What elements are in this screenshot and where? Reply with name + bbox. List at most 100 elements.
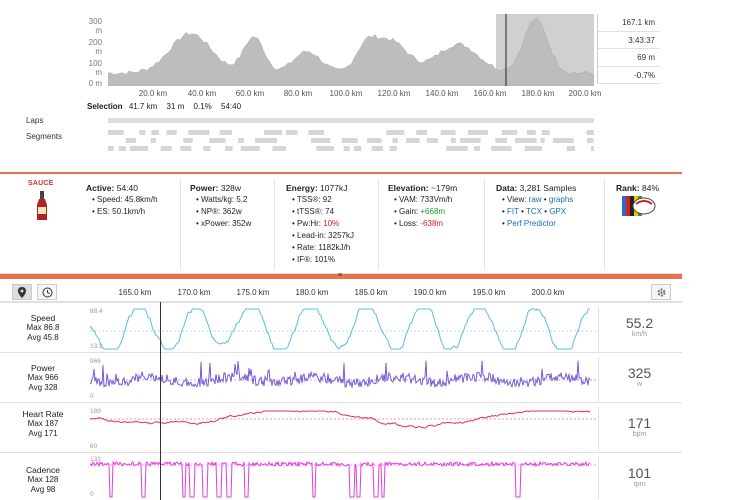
segment-bar[interactable]: [440, 130, 456, 135]
segment-bar[interactable]: [255, 138, 277, 143]
selection-gain-value: 31 m: [166, 102, 185, 111]
segment-bar[interactable]: [586, 130, 594, 135]
segment-bar[interactable]: [108, 130, 124, 135]
segment-bar[interactable]: [166, 130, 177, 135]
segment-bar[interactable]: [524, 146, 542, 151]
stream-line: [90, 308, 590, 350]
segment-bar[interactable]: [139, 130, 146, 135]
data-label: Data:: [496, 183, 518, 193]
segment-bar[interactable]: [341, 138, 358, 143]
elevation-chart[interactable]: [108, 14, 594, 86]
segment-bar[interactable]: [540, 138, 545, 143]
stream-current: 55.2 km/h: [598, 307, 680, 351]
segment-bar[interactable]: [586, 138, 594, 143]
stream-row-heart-rate[interactable]: Heart Rate Max 187 Avg 171 189 60 171 bp…: [0, 402, 682, 452]
segment-bar[interactable]: [316, 146, 334, 151]
cadence-trace[interactable]: [90, 453, 596, 500]
segment-bar[interactable]: [129, 146, 149, 151]
segment-bar[interactable]: [389, 146, 397, 151]
segment-bar[interactable]: [238, 138, 244, 143]
settings-button[interactable]: [651, 284, 671, 300]
segment-bar[interactable]: [371, 146, 383, 151]
elevation-ytick: 200 m: [88, 38, 102, 56]
segment-bar[interactable]: [446, 146, 468, 151]
elevation-column: Elevation: ~179m • VAM: 733Vm/h • Gain: …: [388, 182, 457, 230]
segment-bar[interactable]: [366, 138, 382, 143]
segment-bar[interactable]: [264, 130, 283, 135]
segment-bar[interactable]: [183, 138, 193, 143]
uci-badge-icon[interactable]: [620, 194, 656, 218]
stream-row-speed[interactable]: Speed Max 86.8 Avg 45.8 88.4 13.2 55.2 k…: [0, 302, 682, 352]
segment-bar[interactable]: [219, 130, 232, 135]
tcx-export-link[interactable]: TCX: [526, 207, 542, 216]
stream-name: Cadence: [25, 465, 61, 475]
segment-bar[interactable]: [203, 146, 211, 151]
segment-bar[interactable]: [501, 130, 518, 135]
gpx-export-link[interactable]: GPX: [549, 207, 567, 216]
segment-bar[interactable]: [151, 130, 159, 135]
map-pin-button[interactable]: [12, 284, 32, 300]
segment-bar[interactable]: [209, 138, 226, 143]
segment-bar[interactable]: [406, 138, 420, 143]
segment-bar[interactable]: [108, 146, 114, 151]
stream-row-cadence[interactable]: Cadence Max 128 Avg 98 131 0 101 rpm: [0, 452, 682, 500]
energy-leadin: • Lead-in: 3257kJ: [292, 231, 354, 240]
segment-bar[interactable]: [225, 146, 233, 151]
data-perf: • Perf Predictor: [502, 219, 556, 228]
segment-bar[interactable]: [160, 146, 172, 151]
power-trace[interactable]: [90, 353, 596, 403]
column-divider: [484, 180, 485, 270]
segment-bar[interactable]: [514, 138, 537, 143]
segment-bar[interactable]: [125, 138, 137, 143]
laps-bar[interactable]: [108, 118, 594, 123]
stream-row-power[interactable]: Power Max 966 Avg 328 966 0 325 w: [0, 352, 682, 402]
selection-time-value: 54:40: [221, 102, 242, 111]
segment-bar[interactable]: [468, 130, 488, 135]
resize-divider[interactable]: ≡: [0, 272, 682, 279]
segment-bar[interactable]: [308, 130, 324, 135]
segment-bar[interactable]: [495, 138, 507, 143]
segment-bar[interactable]: [343, 146, 350, 151]
segment-bar[interactable]: [353, 146, 362, 151]
stream-max: Max 86.8: [26, 323, 60, 332]
segment-bar[interactable]: [566, 146, 576, 151]
segment-bar[interactable]: [188, 130, 210, 135]
segment-bar[interactable]: [272, 146, 287, 151]
segment-bar[interactable]: [386, 130, 405, 135]
fit-export-link[interactable]: FIT: [507, 207, 519, 216]
segment-bar[interactable]: [553, 138, 574, 143]
segment-bar[interactable]: [491, 146, 512, 151]
elevation-xtick: 60.0 km: [235, 89, 265, 98]
segment-bar[interactable]: [541, 130, 550, 135]
segment-bar[interactable]: [392, 138, 398, 143]
segment-bar[interactable]: [150, 138, 156, 143]
segment-bar[interactable]: [311, 138, 331, 143]
energy-column: Energy: 1077kJ • TSS®: 92 • tTSS®: 74 • …: [286, 182, 354, 266]
segment-bar[interactable]: [460, 138, 481, 143]
segment-bar[interactable]: [526, 130, 536, 135]
segment-bar[interactable]: [285, 130, 298, 135]
active-column: Active: 54:40 • Speed: 45.8km/h • ES: 50…: [86, 182, 158, 218]
segment-bar[interactable]: [118, 146, 126, 151]
stream-current-value: 55.2: [625, 315, 654, 331]
stream-current-value: 171: [627, 415, 652, 431]
segment-bar[interactable]: [426, 138, 438, 143]
map-pin-icon: [18, 287, 26, 298]
segment-bar[interactable]: [416, 130, 427, 135]
segment-bar[interactable]: [590, 146, 594, 151]
segments-track[interactable]: [108, 130, 594, 156]
stream-avg: Avg 328: [28, 383, 58, 392]
clock-button[interactable]: [37, 284, 57, 300]
drag-handle-icon[interactable]: ≡: [338, 272, 343, 279]
segment-bar[interactable]: [180, 146, 192, 151]
segment-bar[interactable]: [474, 146, 481, 151]
elevation-xtick: 80.0 km: [283, 89, 313, 98]
perf-predictor-link[interactable]: Perf Predictor: [507, 219, 556, 228]
elevation-profile: [108, 17, 594, 86]
heart-rate-trace[interactable]: [90, 403, 596, 453]
speed-trace[interactable]: [90, 303, 596, 353]
segment-bar[interactable]: [240, 146, 260, 151]
view-raw-link[interactable]: raw: [528, 195, 542, 204]
segment-bar[interactable]: [450, 138, 456, 143]
view-graphs-link[interactable]: graphs: [548, 195, 574, 204]
